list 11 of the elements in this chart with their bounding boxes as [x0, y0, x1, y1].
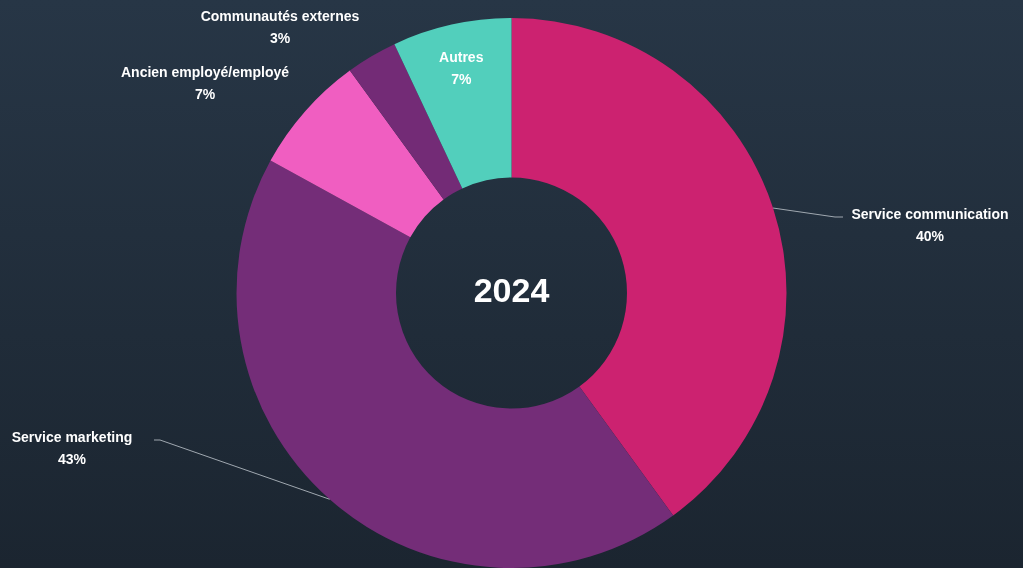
slice-label: Service marketing: [11, 428, 133, 445]
slice-label: Autres: [439, 49, 484, 66]
text: 2024: [473, 271, 550, 310]
data-label: 3%: [269, 29, 291, 46]
slice-label: Ancien employé/employé: [120, 63, 290, 80]
data-label: 43%: [57, 450, 87, 467]
slice-label: Communautés externes: [200, 7, 360, 24]
data-label: 40%: [915, 227, 945, 244]
data-label: 7%: [194, 85, 216, 102]
slice-label: Service communication: [851, 205, 1009, 222]
data-label: 7%: [451, 71, 472, 88]
